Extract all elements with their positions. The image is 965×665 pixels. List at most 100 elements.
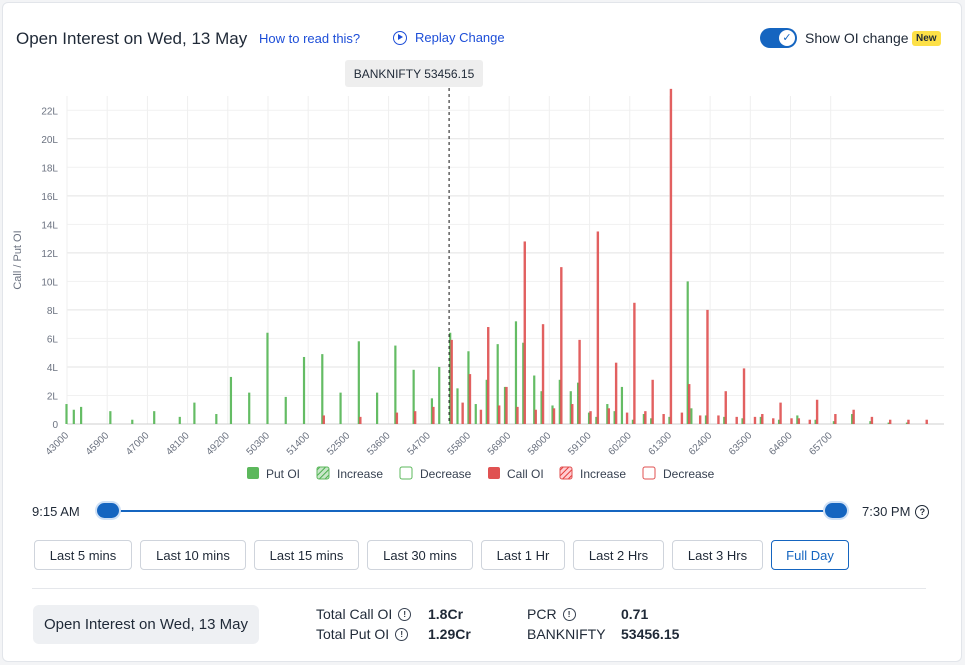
y-axis-label: Call / Put OI [12, 230, 24, 289]
call-oi-bar [888, 419, 892, 424]
call-oi-bar [625, 412, 629, 424]
put-oi-bar [620, 386, 624, 424]
put-oi-bar [284, 396, 287, 424]
slider-end-time: 7:30 PM [862, 504, 911, 519]
info-icon[interactable]: ! [562, 607, 576, 621]
call-oi-bar [461, 402, 464, 424]
total-put-oi-label: Total Put OI [316, 626, 390, 642]
x-tick-label: 59100 [566, 430, 594, 458]
put-oi-bar [474, 404, 477, 424]
put-oi-bar [153, 411, 156, 424]
divider [32, 588, 926, 589]
page-title: Open Interest on Wed, 13 May [16, 29, 248, 48]
call-oi-bar [669, 88, 673, 424]
y-tick-label: 18L [41, 163, 58, 174]
last-1-hr-button[interactable]: Last 1 Hr [481, 540, 565, 570]
put-oi-bar [193, 402, 196, 424]
how-to-read-link[interactable]: How to read this? [259, 31, 361, 46]
put-oi-bar [576, 382, 580, 424]
call-oi-bar [761, 414, 764, 424]
last-5-mins-button[interactable]: Last 5 mins [34, 540, 132, 570]
x-tick-label: 61300 [647, 430, 675, 458]
replay-change-button[interactable]: Replay Change [393, 30, 505, 45]
call-oi-bar [797, 418, 801, 424]
y-tick-label: 12L [41, 249, 58, 260]
index-stat: BANKNIFTY [527, 626, 606, 642]
legend-call-oi: Call OI [507, 467, 544, 481]
call-oi-bar [680, 412, 684, 424]
put-oi-bar [376, 392, 379, 424]
call-oi-bar [413, 411, 417, 424]
put-oi-bar [456, 388, 459, 424]
y-tick-label: 8L [47, 306, 59, 317]
put-oi-bar [905, 422, 909, 424]
put-oi-bar [558, 379, 561, 424]
full-day-button[interactable]: Full Day [771, 540, 849, 570]
put-oi-bar [449, 332, 452, 424]
put-oi-bar [80, 406, 83, 424]
put-oi-bar [438, 366, 441, 424]
x-tick-label: 47000 [124, 430, 152, 458]
call-oi-bar [790, 418, 793, 424]
y-axis: 0 2L 4L 6L 8L 10L 12L 14L 16L 18L 20L 22L [41, 106, 58, 431]
y-tick-label: 22L [41, 106, 58, 117]
info-icon[interactable]: ! [398, 607, 412, 621]
new-badge: New [912, 31, 941, 46]
call-oi-bar [834, 414, 837, 424]
x-tick-label: 65700 [807, 430, 835, 458]
call-oi-bar [651, 379, 654, 424]
put-oi-bar [412, 369, 415, 424]
put-oi-bar [869, 421, 872, 424]
total-call-oi-label: Total Call OI [316, 606, 393, 622]
show-oi-change-toggle[interactable]: ✓ [760, 28, 797, 48]
put-oi-bar [777, 419, 781, 424]
put-oi-bar [686, 281, 689, 424]
call-oi-bar [479, 409, 483, 424]
call-oi-bar [662, 414, 665, 424]
slider-start-handle[interactable] [97, 503, 119, 518]
call-oi-bar [534, 409, 537, 424]
last-15-mins-button[interactable]: Last 15 mins [254, 540, 359, 570]
call-oi-bar [578, 339, 581, 424]
y-tick-label: 20L [41, 135, 58, 146]
slider-end-handle[interactable] [825, 503, 847, 518]
help-icon[interactable]: ? [915, 504, 930, 519]
chart-grid [66, 96, 944, 425]
index-value: 53456.15 [621, 626, 680, 642]
footer-title: Open Interest on Wed, 13 May [33, 605, 259, 644]
info-icon[interactable]: ! [395, 627, 409, 641]
last-2-hrs-button[interactable]: Last 2 Hrs [573, 540, 664, 570]
call-oi-bar [607, 408, 611, 424]
call-oi-bar [497, 405, 501, 424]
call-oi-bar [852, 409, 855, 424]
call-oi-bar [815, 399, 819, 424]
call-oi-bar [614, 362, 618, 424]
put-oi-bar [540, 391, 543, 424]
call-oi-bar [516, 406, 519, 424]
call-oi-bar [359, 416, 362, 424]
call-oi-bar [487, 327, 490, 424]
call-oi-bar [468, 374, 472, 424]
call-oi-bar [772, 418, 775, 424]
total-call-oi-stat: Total Call OI ! [316, 606, 412, 622]
call-decrease-legend-swatch [642, 466, 656, 480]
x-tick-label: 43000 [44, 430, 72, 458]
y-tick-label: 0 [52, 420, 58, 431]
legend-put-increase: Increase [337, 467, 383, 481]
call-increase-legend-swatch [559, 466, 573, 480]
put-oi-bar [650, 418, 653, 424]
put-oi-bar [72, 409, 75, 424]
last-3-hrs-button[interactable]: Last 3 Hrs [672, 540, 763, 570]
spot-tooltip-label: BANKNIFTY 53456.15 [354, 67, 475, 81]
total-call-oi-value: 1.8Cr [428, 606, 464, 622]
call-oi-bar [717, 415, 720, 424]
time-range-track[interactable] [104, 510, 834, 512]
x-tick-label: 56900 [486, 430, 514, 458]
put-oi-bar [248, 392, 251, 424]
call-oi-bar [706, 309, 709, 424]
last-10-mins-button[interactable]: Last 10 mins [140, 540, 246, 570]
call-oi-bar [552, 408, 556, 424]
call-oi-bar [432, 406, 435, 424]
put-oi-bar [631, 419, 634, 424]
last-30-mins-button[interactable]: Last 30 mins [367, 540, 473, 570]
